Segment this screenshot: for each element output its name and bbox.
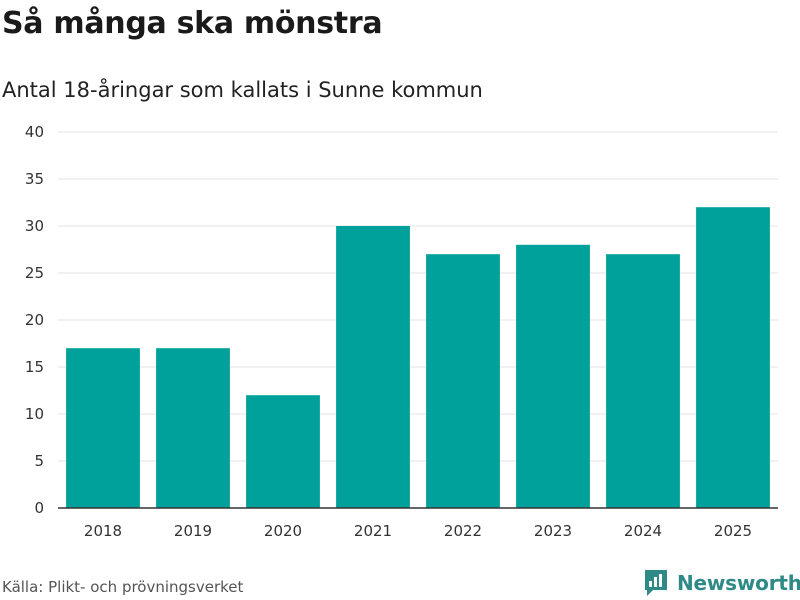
y-axis-ticks: 0 5 10 15 20 25 30 35 40 bbox=[25, 123, 44, 517]
x-tick-label: 2025 bbox=[714, 522, 752, 540]
x-tick-label: 2018 bbox=[84, 522, 122, 540]
x-axis-ticks: 2018 2019 2020 2021 2022 2023 2024 2025 bbox=[84, 522, 752, 540]
x-tick-label: 2024 bbox=[624, 522, 662, 540]
y-tick-label: 35 bbox=[25, 170, 44, 188]
chart-subtitle: Antal 18-åringar som kallats i Sunne kom… bbox=[2, 78, 483, 102]
bar-2023 bbox=[516, 244, 590, 509]
brand-name: Newsworthy bbox=[677, 571, 800, 595]
y-tick-label: 20 bbox=[25, 311, 44, 329]
source-note: Källa: Plikt- och prövningsverket bbox=[2, 578, 244, 596]
bar-2018 bbox=[66, 348, 140, 508]
x-tick-label: 2020 bbox=[264, 522, 302, 540]
bar-2019 bbox=[156, 348, 230, 508]
x-tick-label: 2022 bbox=[444, 522, 482, 540]
x-tick-label: 2019 bbox=[174, 522, 212, 540]
bar-2021 bbox=[336, 226, 410, 508]
x-tick-label: 2023 bbox=[534, 522, 572, 540]
bar-2024 bbox=[606, 254, 680, 508]
chart-title: Så många ska mönstra bbox=[2, 6, 383, 41]
brand-logo: Newsworthy bbox=[643, 568, 800, 598]
y-tick-label: 40 bbox=[25, 123, 44, 141]
y-tick-label: 10 bbox=[25, 405, 44, 423]
y-tick-label: 15 bbox=[25, 358, 44, 376]
y-tick-label: 5 bbox=[34, 452, 44, 470]
x-tick-label: 2021 bbox=[354, 522, 392, 540]
y-tick-label: 0 bbox=[34, 499, 44, 517]
bar-2022 bbox=[426, 254, 500, 508]
y-tick-label: 30 bbox=[25, 217, 44, 235]
bar-2025 bbox=[696, 207, 770, 508]
bars bbox=[66, 207, 770, 509]
bar-2020 bbox=[246, 395, 320, 508]
newsworthy-logo-icon bbox=[645, 570, 667, 596]
y-tick-label: 25 bbox=[25, 264, 44, 282]
